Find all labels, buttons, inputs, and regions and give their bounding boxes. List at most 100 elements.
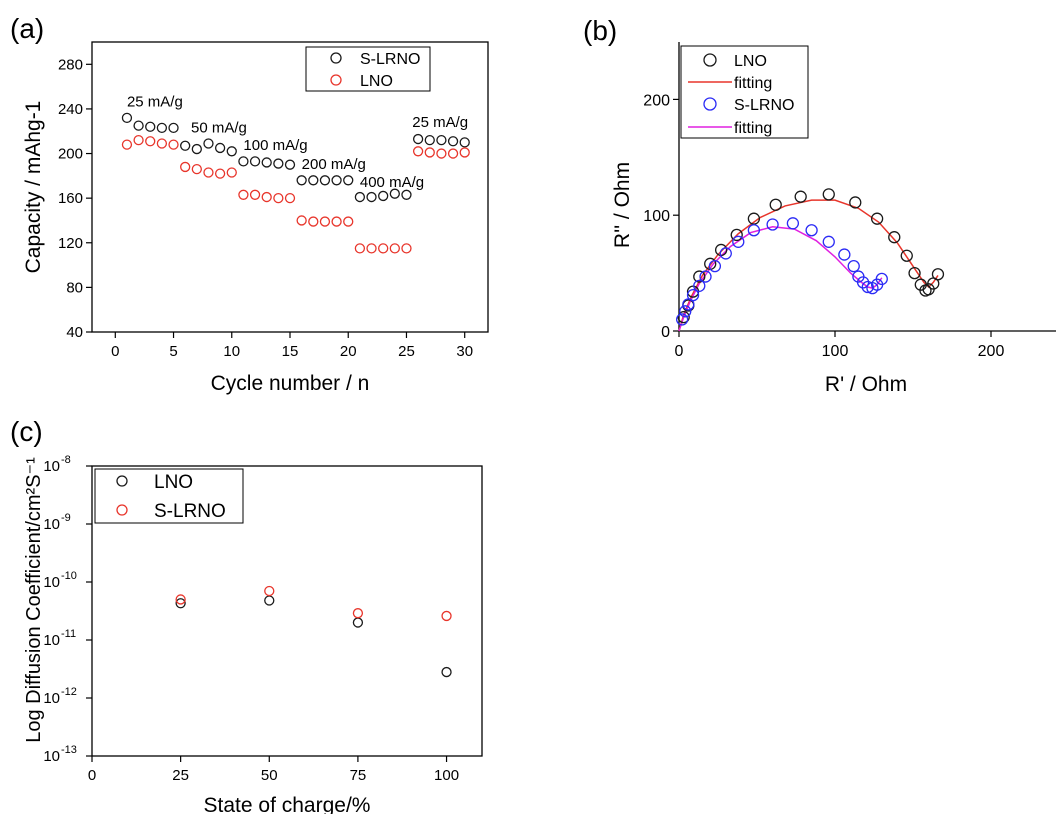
a-point-lno	[203, 167, 214, 178]
a-rate-annotation: 400 mA/g	[360, 174, 424, 191]
a-point-lno	[343, 216, 354, 227]
a-rate-annotation: 50 mA/g	[191, 119, 247, 136]
b-point-lno	[677, 310, 690, 324]
a-point-lno	[226, 167, 237, 178]
b-point-s-lrno	[861, 280, 874, 294]
c-ytick-exponent: -12	[61, 686, 77, 698]
a-point-lno	[459, 147, 470, 158]
legend-a-label-0: S-LRNO	[360, 51, 420, 68]
a-point-lno	[319, 216, 331, 227]
a-point-s-lrno	[133, 120, 144, 131]
c-ytick-label: 10	[43, 690, 60, 707]
a-xtick-label: 10	[223, 343, 240, 360]
b-point-lno	[888, 231, 901, 244]
a-point-s-lrno	[191, 143, 202, 155]
b-point-s-lrno	[686, 288, 700, 302]
panel-b-legend-box	[680, 45, 809, 139]
a-point-lno	[180, 161, 191, 173]
b-point-s-lrno	[708, 260, 722, 273]
b-point-lno	[908, 266, 921, 280]
panel-b-label: (b)	[583, 15, 617, 46]
a-ytick-label: 80	[66, 279, 83, 296]
panel-b: (b) 0 100 200 0 100 200 LNO fitting S-LRNO fi…	[583, 15, 1056, 396]
b-xtick-label: 100	[822, 343, 849, 360]
a-point-s-lrno	[284, 159, 296, 170]
a-ytick-label: 200	[58, 146, 83, 163]
a-point-lno	[424, 147, 435, 158]
c-xtick-label: 0	[88, 767, 96, 784]
a-point-s-lrno	[308, 175, 319, 186]
a-point-s-lrno	[378, 190, 389, 202]
a-rate-annotation: 200 mA/g	[302, 156, 366, 173]
legend-c-marker-1	[116, 504, 128, 516]
a-point-s-lrno	[296, 175, 307, 186]
a-point-s-lrno	[412, 133, 424, 145]
b-fitting-line-1	[678, 199, 939, 332]
c-ytick-label: 10	[43, 516, 60, 533]
a-rate-annotation: 25 mA/g	[127, 94, 183, 111]
c-ytick-label: 10	[43, 632, 60, 649]
c-point-s-lrno	[264, 585, 275, 597]
panel-a-ticks: 0 5 10 15 20 25 30 40 80 120 160 200 240 280	[58, 56, 473, 360]
a-point-s-lrno	[389, 188, 400, 199]
a-point-lno	[378, 243, 389, 254]
a-point-lno	[238, 189, 249, 200]
a-point-lno	[401, 243, 412, 254]
a-point-lno	[249, 189, 261, 200]
a-point-s-lrno	[447, 136, 459, 147]
c-point-s-lrno	[352, 608, 364, 619]
a-rate-annotation: 25 mA/g	[412, 114, 468, 131]
c-xtick-label: 100	[434, 767, 459, 784]
b-ytick-label: 100	[643, 208, 670, 225]
a-point-lno	[214, 168, 226, 179]
a-ytick-label: 40	[66, 324, 83, 341]
a-point-lno	[145, 136, 156, 147]
a-point-lno	[354, 243, 366, 254]
c-ytick-exponent: -10	[61, 570, 77, 582]
panel-a-label: (a)	[10, 13, 44, 44]
a-xtick-label: 15	[282, 343, 299, 360]
a-point-lno	[447, 148, 459, 159]
a-point-s-lrno	[226, 146, 237, 157]
panel-a-points	[121, 112, 470, 254]
b-point-lno	[870, 212, 884, 225]
legend-b-label-1: fitting	[734, 75, 772, 92]
legend-a-marker-0	[330, 52, 342, 64]
c-point-lno	[441, 666, 452, 678]
b-point-lno	[769, 198, 782, 211]
b-point-s-lrno	[699, 270, 712, 283]
a-point-lno	[436, 148, 447, 159]
b-xtick-label: 200	[978, 343, 1005, 360]
b-point-s-lrno	[847, 260, 860, 273]
b-fitting-line-3	[678, 226, 883, 332]
a-point-lno	[273, 193, 284, 204]
legend-c-label-0: LNO	[154, 472, 193, 493]
b-xtick-label: 0	[675, 343, 684, 360]
c-ytick-label: 10	[43, 458, 60, 475]
b-point-s-lrno	[732, 235, 745, 248]
b-point-s-lrno	[747, 224, 761, 237]
b-point-lno	[900, 249, 913, 262]
a-ytick-label: 240	[58, 101, 83, 118]
b-point-lno	[822, 188, 835, 201]
panel-c: (c) 0 25 50 75 10010-1310-1210-1110-1010-910…	[10, 416, 483, 814]
a-point-lno	[366, 243, 377, 254]
c-point-s-lrno	[175, 594, 186, 605]
c-point-lno	[352, 617, 364, 628]
b-point-s-lrno	[875, 272, 888, 286]
a-point-s-lrno	[249, 156, 261, 167]
c-ytick-exponent: -8	[61, 454, 71, 466]
panel-b-xlabel: R' / Ohm	[825, 373, 907, 396]
panel-c-frame	[91, 465, 483, 757]
panel-c-label: (c)	[10, 416, 43, 447]
b-point-s-lrno	[822, 235, 835, 248]
a-point-s-lrno	[331, 175, 342, 186]
a-point-lno	[308, 216, 319, 227]
a-point-s-lrno	[121, 112, 133, 123]
a-point-lno	[261, 191, 272, 203]
b-point-s-lrno	[856, 276, 870, 289]
panel-c-points	[175, 585, 452, 678]
a-point-lno	[191, 164, 202, 175]
a-point-lno	[168, 139, 179, 150]
